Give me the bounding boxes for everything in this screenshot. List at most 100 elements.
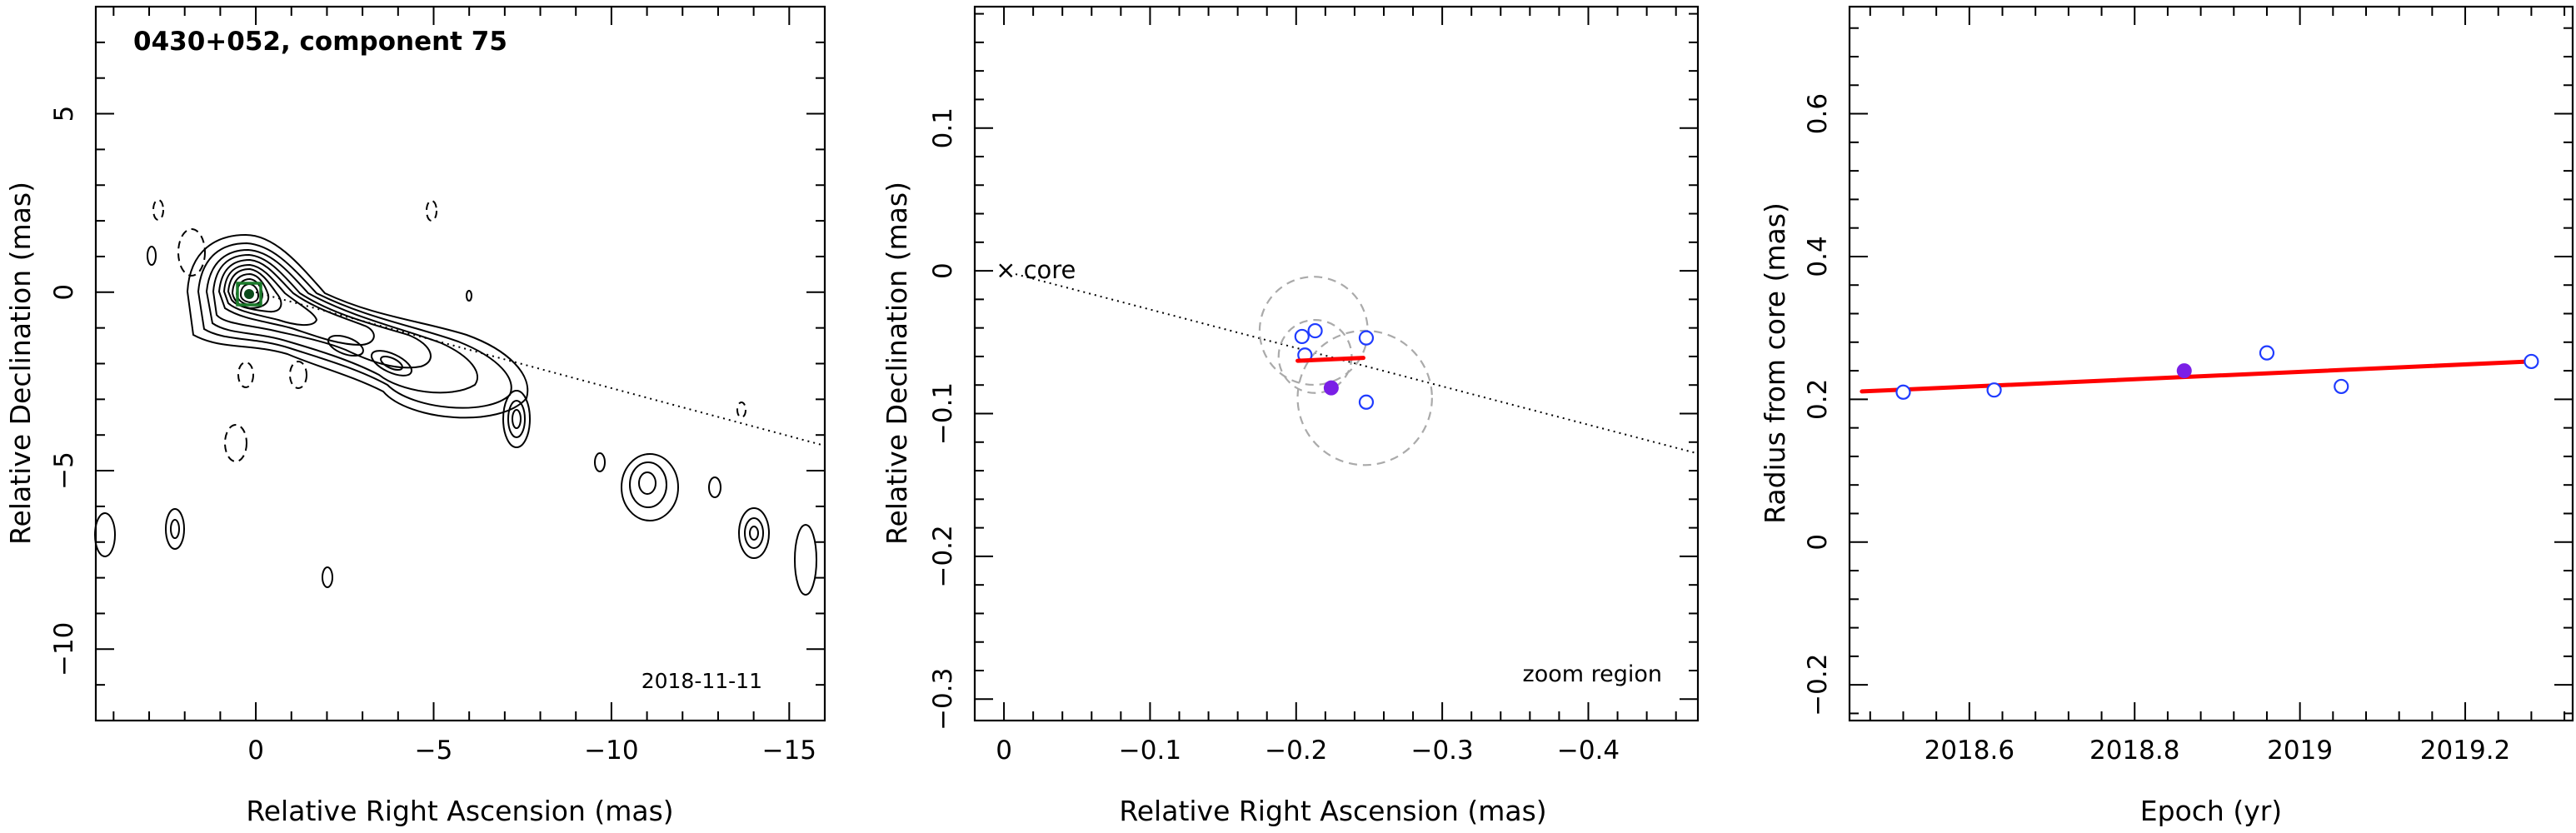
radius-point bbox=[1895, 384, 1911, 400]
y-tick-label: 0.4 bbox=[1803, 236, 1833, 277]
contour-level-4 bbox=[212, 253, 432, 369]
y-axis-label-3: Radius from core (mas) bbox=[1759, 202, 1791, 524]
knot-contour bbox=[370, 350, 413, 377]
panel-contour-map: 0430+052, component 75 2018-11-11 Relati… bbox=[4, 5, 826, 827]
x-tick-label: 0 bbox=[996, 736, 1012, 766]
core-marker-dot bbox=[244, 289, 254, 299]
panel-zoom-region: zoom region Relative Right Ascension (ma… bbox=[881, 5, 1700, 827]
isolated-contour bbox=[147, 246, 157, 266]
isolated-contour bbox=[594, 452, 606, 472]
contour-level-6 bbox=[222, 263, 318, 326]
x-tick-label: −0.1 bbox=[1119, 736, 1181, 766]
axis-ticks-3: 2018.6 2018.8 2019 2019.2 −0.2 0 0.2 0.4 0.6 bbox=[1803, 7, 2573, 766]
isolated-contour bbox=[708, 476, 721, 498]
y-tick-label: −10 bbox=[49, 622, 79, 676]
x-axis-label-2: Relative Right Ascension (mas) bbox=[1119, 795, 1546, 827]
y-axis-label-1: Relative Declination (mas) bbox=[4, 182, 37, 545]
isolated-contour bbox=[322, 566, 333, 588]
radius-point bbox=[2524, 353, 2539, 370]
contour-level-10 bbox=[239, 282, 260, 304]
contour-level-3 bbox=[205, 248, 479, 394]
negative-contour bbox=[736, 402, 746, 418]
fit-line-radius bbox=[1860, 359, 2534, 394]
axis-ticks-2: 0 −0.1 −0.2 −0.3 −0.4 −0.3 −0.2 −0.1 0 0.1 bbox=[928, 7, 1698, 766]
y-tick-label: 0.2 bbox=[1803, 379, 1833, 420]
current-epoch-point bbox=[1323, 380, 1339, 396]
y-axis-label-2: Relative Declination (mas) bbox=[881, 182, 913, 545]
fit-line-zoom bbox=[1295, 356, 1365, 363]
isolated-contour bbox=[738, 507, 770, 559]
isolated-contour bbox=[170, 519, 180, 539]
x-tick-label: 2018.8 bbox=[2089, 736, 2179, 766]
negative-contour bbox=[426, 200, 437, 222]
component-size-circles bbox=[1258, 276, 1433, 466]
isolated-contour bbox=[621, 453, 679, 521]
component-position-point bbox=[1307, 322, 1323, 339]
x-tick-label: −15 bbox=[762, 736, 816, 766]
negative-contour bbox=[224, 424, 247, 462]
plot-frame-2 bbox=[973, 5, 1700, 722]
negative-contours bbox=[152, 199, 746, 462]
isolated-contour bbox=[638, 471, 656, 495]
y-tick-label: −0.3 bbox=[928, 668, 958, 731]
x-tick-label: 0 bbox=[247, 736, 264, 766]
component-position-point bbox=[1294, 328, 1310, 345]
contour-level-9 bbox=[235, 277, 264, 307]
isolated-contour bbox=[507, 400, 526, 438]
isolated-contour bbox=[629, 461, 667, 508]
y-tick-label: 0 bbox=[928, 262, 958, 279]
x-tick-label: 2018.6 bbox=[1925, 736, 2014, 766]
jet-contours bbox=[186, 233, 529, 419]
isolated-contour bbox=[502, 390, 531, 448]
contour-level-1 bbox=[186, 233, 529, 419]
x-tick-label: −5 bbox=[415, 736, 453, 766]
current-epoch-radius-point bbox=[2176, 363, 2192, 379]
plot-frame-1 bbox=[94, 5, 826, 722]
observation-date: 2018-11-11 bbox=[642, 669, 762, 693]
core-marker-box bbox=[236, 282, 262, 307]
contour-level-5 bbox=[217, 258, 375, 347]
component-position-point bbox=[1358, 394, 1375, 410]
panel-radius-vs-epoch: Epoch (yr) Radius from core (mas) 2018.6… bbox=[1759, 5, 2574, 827]
y-tick-label: 0.6 bbox=[1803, 93, 1833, 134]
knot-contour bbox=[327, 334, 364, 357]
x-tick-label: −0.4 bbox=[1557, 736, 1620, 766]
jet-direction-line bbox=[255, 291, 826, 447]
negative-contour bbox=[237, 362, 254, 388]
isolated-contour bbox=[794, 524, 817, 596]
isolated-contour bbox=[512, 409, 522, 429]
x-tick-label: 2019 bbox=[2267, 736, 2333, 766]
y-tick-label: −5 bbox=[49, 451, 79, 490]
y-tick-label: 0 bbox=[49, 284, 79, 301]
y-tick-label: −0.2 bbox=[1803, 654, 1833, 716]
zoom-region-label: zoom region bbox=[1523, 661, 1662, 687]
x-tick-label: −0.2 bbox=[1265, 736, 1327, 766]
isolated-contour bbox=[744, 517, 764, 549]
x-axis-label-1: Relative Right Ascension (mas) bbox=[246, 795, 673, 827]
component-position-point bbox=[1358, 330, 1375, 346]
x-tick-label: −10 bbox=[584, 736, 638, 766]
y-tick-label: 0 bbox=[1803, 534, 1833, 551]
knot-contour bbox=[380, 355, 403, 372]
plot-frame-3 bbox=[1848, 5, 2574, 722]
jet-direction-line-zoom bbox=[1015, 273, 1699, 455]
radius-point bbox=[2334, 378, 2349, 395]
negative-contour bbox=[152, 199, 164, 221]
radius-points bbox=[1895, 345, 2539, 400]
radius-point bbox=[1986, 382, 2002, 398]
isolated-contour bbox=[94, 512, 116, 557]
axis-ticks-1: 0 −5 −10 −15 −10 −5 0 5 bbox=[49, 7, 825, 766]
contour-level-2 bbox=[197, 242, 512, 409]
component-positions bbox=[1294, 322, 1375, 410]
radius-point bbox=[2259, 345, 2275, 361]
isolated-contour bbox=[749, 526, 759, 541]
x-tick-label: −0.3 bbox=[1410, 736, 1473, 766]
y-tick-label: −0.2 bbox=[928, 525, 958, 587]
negative-contour bbox=[177, 228, 206, 277]
y-tick-label: −0.1 bbox=[928, 382, 958, 445]
x-tick-label: 2019.2 bbox=[2420, 736, 2510, 766]
isolated-contours bbox=[94, 246, 817, 596]
y-tick-label: 5 bbox=[49, 106, 79, 122]
y-tick-label: 0.1 bbox=[928, 107, 958, 148]
